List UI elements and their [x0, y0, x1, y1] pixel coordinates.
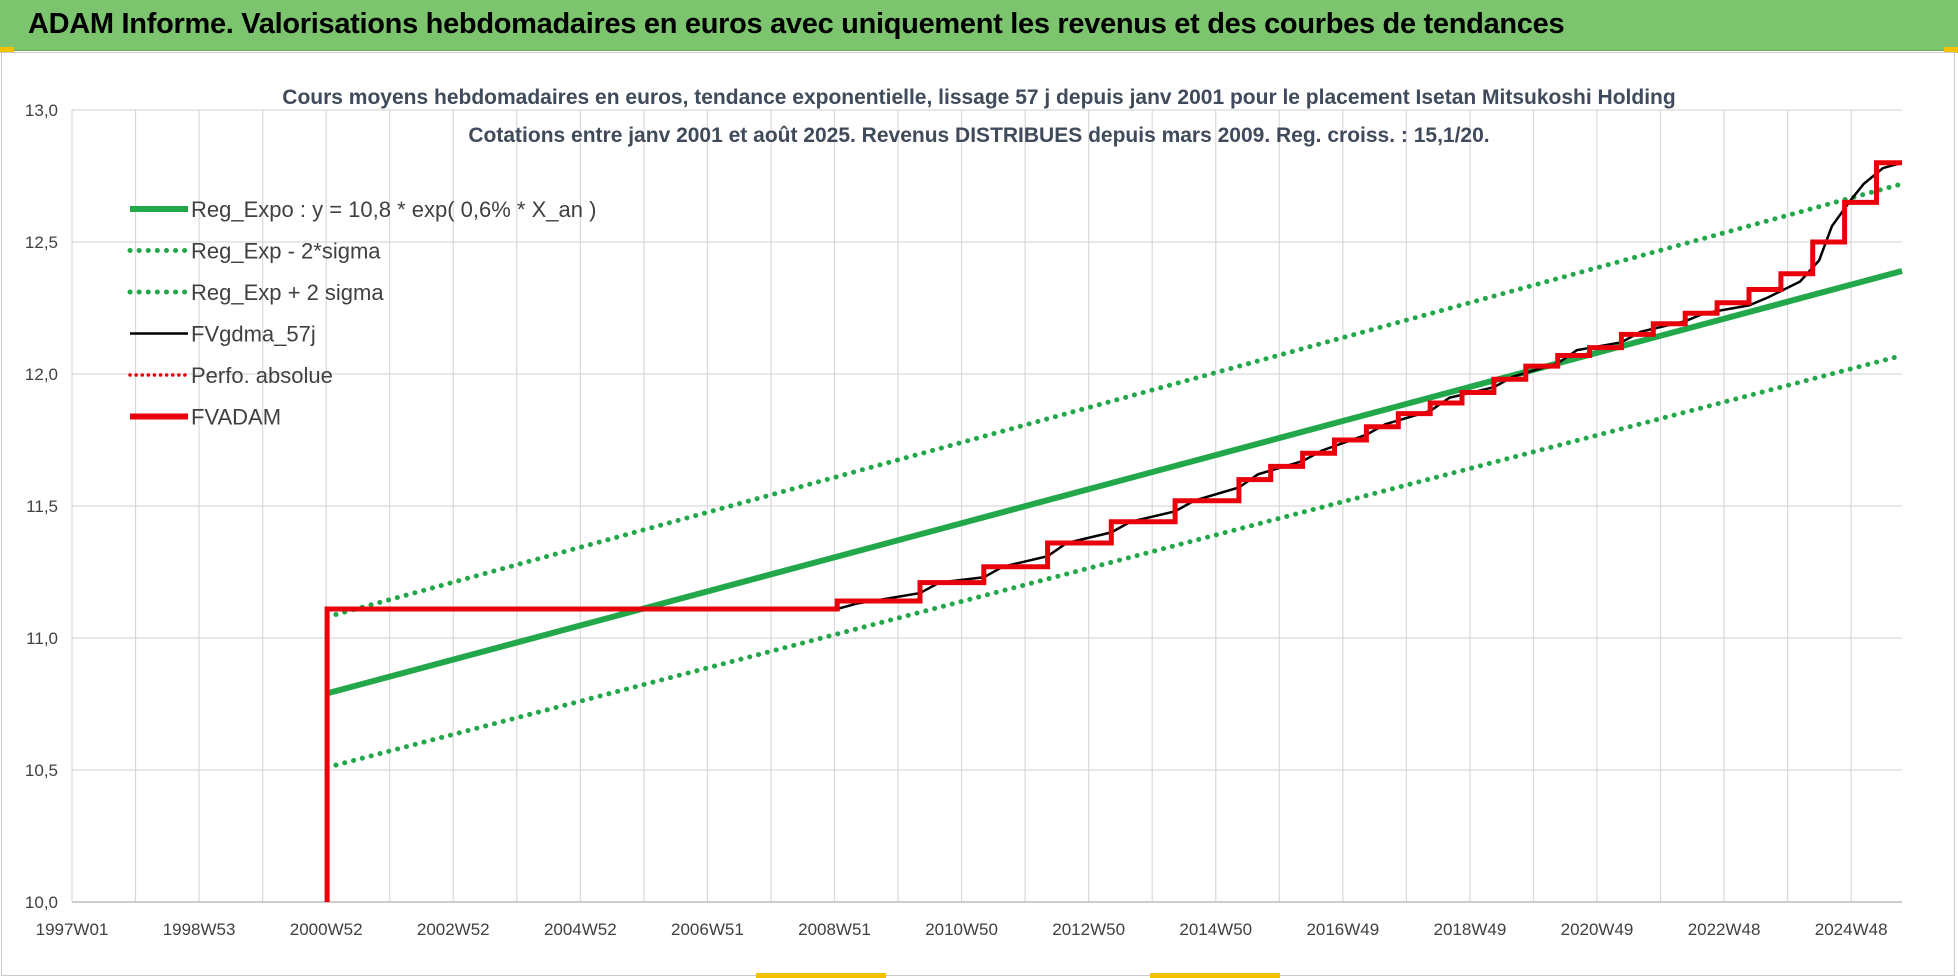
x-tick-label: 2022W48 — [1688, 920, 1761, 939]
y-tick-label: 10,0 — [25, 893, 58, 912]
series-line-3 — [327, 161, 1903, 611]
series-layer — [324, 160, 1905, 902]
x-tick-label: 2004W52 — [544, 920, 617, 939]
x-tick-label: 2010W50 — [925, 920, 998, 939]
x-tick-label: 1998W53 — [163, 920, 236, 939]
x-tick-label: 2006W51 — [671, 920, 744, 939]
grid-layer — [71, 109, 1902, 903]
x-tick-label: 2002W52 — [417, 920, 490, 939]
x-tick-label: 2024W48 — [1815, 920, 1888, 939]
chart-legend: Reg_Expo : y = 10,8 * exp( 0,6% * X_an )… — [127, 197, 596, 430]
x-tick-label: 2008W51 — [798, 920, 871, 939]
chart-frame — [1, 52, 1955, 976]
legend-label: Reg_Exp + 2 sigma — [191, 280, 384, 305]
y-tick-label: 11,0 — [26, 629, 58, 648]
x-tick-label: 2014W50 — [1179, 920, 1252, 939]
x-tick-label: 2000W52 — [290, 920, 363, 939]
chart-title-line2: Cotations entre janv 2001 et août 2025. … — [468, 124, 1489, 147]
axis-layer: 10,0 10,5 11,0 11,5 12,0 12,5 13,0 1997W01 1998W… — [25, 101, 1902, 939]
y-tick-label: 13,0 — [25, 101, 58, 120]
x-tick-label: 2016W49 — [1306, 920, 1379, 939]
x-tick-label: 2012W50 — [1052, 920, 1125, 939]
report-banner-title: ADAM Informe. Valorisations hebdomadaire… — [28, 8, 1565, 40]
series-line-2 — [324, 181, 1905, 620]
bottom-marker-2 — [1150, 973, 1280, 978]
banner-corner-mark-left — [0, 47, 14, 53]
chart-title-line1: Cours moyens hebdomadaires en euros, ten… — [282, 86, 1675, 109]
legend-label: Perfo. absolue — [191, 363, 333, 388]
series-line-0 — [326, 268, 1903, 697]
legend-label: Reg_Exp - 2*sigma — [191, 239, 381, 264]
bottom-marker-1 — [756, 973, 886, 978]
x-tick-label: 2018W49 — [1434, 920, 1507, 939]
report-banner: ADAM Informe. Valorisations hebdomadaire… — [0, 0, 1958, 51]
x-tick-label: 1997W01 — [36, 920, 109, 939]
legend-label: Reg_Expo : y = 10,8 * exp( 0,6% * X_an ) — [191, 197, 596, 222]
legend-label: FVgdma_57j — [191, 322, 316, 347]
y-tick-label: 11,5 — [26, 497, 58, 516]
x-tick-label: 2020W49 — [1561, 920, 1634, 939]
legend-label: FVADAM — [191, 405, 281, 430]
y-tick-label: 12,0 — [25, 365, 58, 384]
y-tick-label: 10,5 — [25, 761, 58, 780]
banner-corner-mark-right — [1944, 47, 1958, 53]
series-line-5 — [324, 160, 1902, 902]
series-line-1 — [324, 353, 1905, 770]
y-tick-label: 12,5 — [25, 233, 58, 252]
